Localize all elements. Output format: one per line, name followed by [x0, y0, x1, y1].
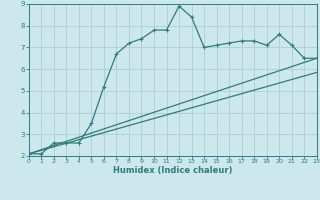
X-axis label: Humidex (Indice chaleur): Humidex (Indice chaleur): [113, 166, 233, 175]
